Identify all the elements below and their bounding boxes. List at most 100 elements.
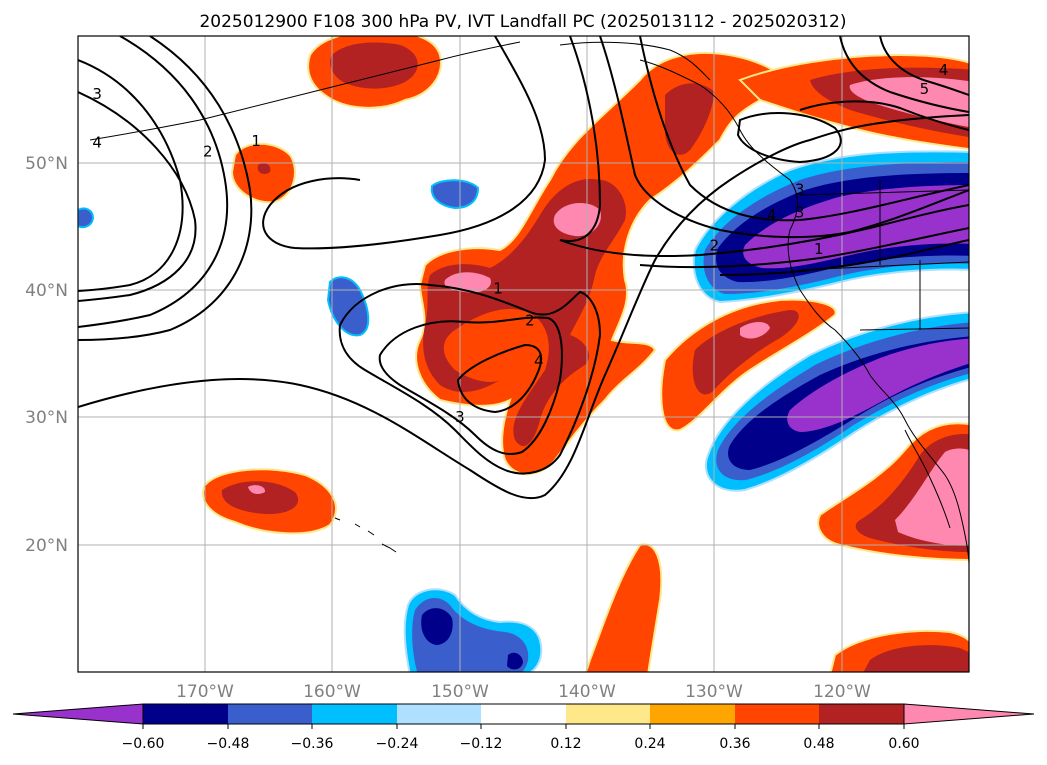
contour-label: 4 bbox=[767, 206, 777, 224]
pv-contour-13 bbox=[559, 204, 969, 258]
alaska-coast bbox=[559, 41, 711, 81]
pv-contour-3 bbox=[78, 91, 197, 302]
lat-label: 30°N bbox=[25, 408, 68, 428]
pv-contour-1 bbox=[78, 36, 229, 328]
colorbar-bin bbox=[397, 704, 481, 724]
colorbar-extend-low bbox=[12, 703, 144, 725]
positive-anomaly-aleutian-strong bbox=[330, 42, 418, 89]
negative-anomaly-tropical-deep-2 bbox=[507, 652, 523, 670]
lat-label: 40°N bbox=[25, 281, 68, 301]
positive-anomaly-west-strong bbox=[257, 162, 271, 174]
pv-contour-18 bbox=[879, 36, 969, 96]
colorbar-bin bbox=[735, 704, 819, 724]
negative-anomaly-tropical-deep bbox=[421, 608, 453, 645]
colorbar-tick-label: 0.60 bbox=[888, 736, 919, 752]
contour-label: 1 bbox=[814, 240, 824, 258]
colorbar-tick-label: 0.36 bbox=[719, 736, 750, 752]
contour-label: 4 bbox=[939, 61, 949, 79]
pv-contour-7 bbox=[338, 283, 602, 475]
contour-label: 3 bbox=[795, 180, 805, 198]
colorbar-extend-high bbox=[903, 703, 1035, 725]
map-title: 2025012900 F108 300 hPa PV, IVT Landfall… bbox=[199, 12, 846, 32]
colorbar-tick-label: −0.36 bbox=[291, 736, 334, 752]
contour-label: 4 bbox=[534, 352, 544, 370]
colorbar-tick-label: 0.12 bbox=[550, 736, 581, 752]
pv-contours bbox=[78, 36, 969, 500]
positive-anomaly-gulf-strong bbox=[665, 83, 715, 155]
contour-label: 2 bbox=[710, 236, 720, 254]
contour-label: 1 bbox=[251, 132, 261, 150]
state-borders bbox=[799, 180, 969, 331]
pv-contour-14 bbox=[639, 227, 969, 269]
colorbar-bin bbox=[650, 704, 735, 724]
pv-contour-17 bbox=[839, 36, 969, 113]
pv-contour-12 bbox=[639, 36, 969, 222]
colorbar-tick-label: −0.48 bbox=[207, 736, 250, 752]
positive-anomaly-south bbox=[584, 543, 663, 672]
pv-contour-9 bbox=[456, 343, 543, 414]
lon-label: 150°W bbox=[431, 682, 489, 702]
lon-label: 170°W bbox=[176, 682, 234, 702]
pv-contour-2 bbox=[78, 36, 253, 341]
pv-contour-8 bbox=[378, 316, 563, 455]
lon-label: 160°W bbox=[303, 682, 361, 702]
contour-label: 2 bbox=[203, 142, 213, 160]
lon-label: 140°W bbox=[558, 682, 616, 702]
positive-anomaly-southeast-strong bbox=[863, 645, 969, 672]
pv-contour-10 bbox=[559, 36, 602, 242]
lat-label: 20°N bbox=[25, 536, 68, 556]
latitude-labels: 50°N 40°N 30°N 20°N bbox=[25, 154, 68, 556]
negative-anomaly-north-core bbox=[743, 185, 969, 269]
positive-anomaly-offshore bbox=[660, 298, 837, 432]
positive-anomaly-central-peak-2 bbox=[553, 203, 601, 237]
colorbar-ticks bbox=[142, 724, 905, 729]
positive-anomaly-hawaii-peak bbox=[248, 485, 266, 495]
map-frame bbox=[77, 35, 970, 673]
contour-label: 4 bbox=[92, 133, 102, 151]
negative-anomaly-small bbox=[430, 179, 480, 210]
contour-label: 2 bbox=[525, 311, 535, 329]
pv-contour-5 bbox=[78, 114, 969, 500]
negative-anomaly-central-west bbox=[326, 276, 370, 337]
colorbar-tick-label: −0.24 bbox=[376, 736, 419, 752]
contour-label: 3 bbox=[92, 85, 102, 103]
colorbar-bin bbox=[143, 704, 228, 724]
north-america-coast bbox=[639, 59, 969, 566]
coastlines bbox=[89, 41, 969, 566]
lat-label: 50°N bbox=[25, 154, 68, 174]
contour-label: 5 bbox=[920, 80, 930, 98]
colorbar: −0.60 −0.48 −0.36 −0.24 −0.12 0.12 0.24 … bbox=[12, 703, 1035, 752]
colorbar-bin bbox=[481, 704, 566, 724]
colorbar-tick-label: −0.12 bbox=[460, 736, 503, 752]
pv-contour-6 bbox=[262, 36, 547, 250]
colorbar-bin bbox=[566, 704, 650, 724]
colorbar-tick-label: −0.60 bbox=[122, 736, 165, 752]
pv-contour-11 bbox=[599, 36, 969, 239]
contour-label: 1 bbox=[493, 280, 503, 298]
lon-label: 120°W bbox=[813, 682, 871, 702]
pv-contour-4 bbox=[78, 59, 184, 292]
positive-anomaly-north-peak bbox=[849, 77, 969, 127]
positive-anomaly-hawaii-strong bbox=[221, 481, 299, 515]
colorbar-frame bbox=[142, 703, 905, 725]
positive-anomaly-offshore-strong bbox=[692, 310, 799, 395]
contour-label: 3 bbox=[795, 203, 805, 221]
colorbar-tick-label: 0.48 bbox=[803, 736, 834, 752]
longitude-labels: 170°W 160°W 150°W 140°W 130°W 120°W bbox=[176, 682, 871, 702]
colorbar-bin bbox=[312, 704, 397, 724]
positive-anomaly-southwest-peak bbox=[895, 448, 969, 546]
colorbar-tick-label: 0.24 bbox=[634, 736, 665, 752]
pv-contour-15 bbox=[719, 239, 969, 276]
negative-anomaly-edge bbox=[78, 207, 95, 229]
gridlines bbox=[78, 36, 969, 672]
lon-label: 130°W bbox=[685, 682, 743, 702]
baja-coast bbox=[904, 429, 951, 529]
pv-contour-16 bbox=[736, 112, 842, 164]
aleutian-islands bbox=[89, 41, 521, 141]
hawaii-islands bbox=[334, 517, 397, 553]
positive-anomaly-offshore-peak bbox=[740, 322, 770, 339]
colorbar-bin bbox=[228, 704, 312, 724]
